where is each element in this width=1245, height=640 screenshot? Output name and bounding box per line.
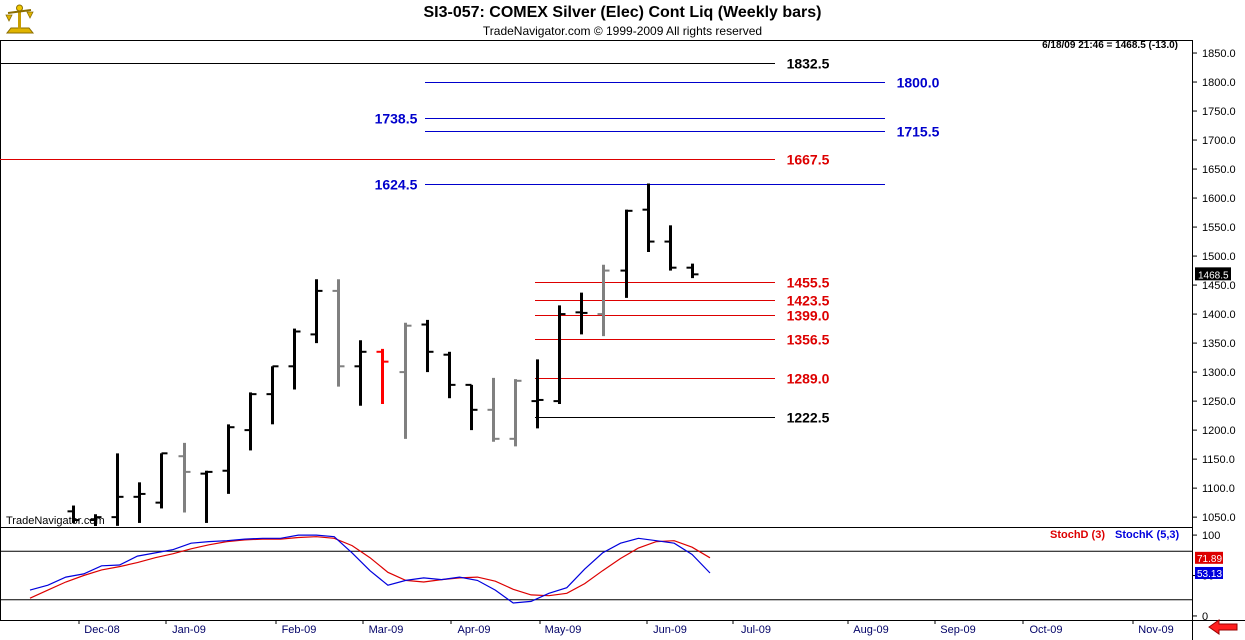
ohlc-bar	[376, 348, 389, 405]
ohlc-bar	[465, 383, 478, 431]
chart-frame: 6/18/09 21:46 = 1468.5 (-13.0) TradeNavig…	[0, 40, 1245, 640]
chart-title: SI3-057: COMEX Silver (Elec) Cont Liq (W…	[423, 4, 822, 21]
stoch-y-tick-label: 100	[1202, 530, 1220, 542]
ohlc-bar	[354, 340, 367, 406]
y-tick-label: 1550.0	[1202, 222, 1236, 234]
y-tick-label: 1650.0	[1202, 164, 1236, 176]
x-tick-label: Oct-09	[1029, 624, 1062, 636]
ohlc-bar	[642, 183, 655, 253]
price-levels: 1832.5 1800.0 1738.5 1715.5 1667.5 1624.5 1455…	[0, 56, 940, 426]
level-label: 1423.5	[787, 293, 830, 309]
ohlc-bar	[686, 263, 699, 279]
ohlc-bar	[200, 470, 213, 523]
level-label: 1667.5	[787, 152, 830, 168]
last-price-box	[1195, 267, 1231, 281]
scroll-left-arrow-icon[interactable]	[1207, 619, 1239, 635]
level-label: 1455.5	[787, 275, 830, 291]
ohlc-bar	[620, 209, 633, 298]
ohlc-bar	[133, 482, 146, 523]
x-tick-label: Jan-09	[172, 624, 206, 636]
y-tick-label: 1700.0	[1202, 135, 1236, 147]
stoch-value-label: 71.89	[1197, 554, 1222, 565]
ohlc-bar	[531, 359, 544, 429]
level-label: 1800.0	[897, 75, 940, 91]
copyright-text: TradeNavigator.com © 1999-2009 All right…	[482, 24, 763, 38]
ohlc-bar	[178, 442, 191, 513]
ohlc-bar	[597, 264, 610, 337]
level-label: 1399.0	[787, 308, 830, 324]
x-tick-label: Mar-09	[369, 624, 404, 636]
ohlc-bar	[421, 319, 434, 373]
y-tick-label: 1150.0	[1202, 454, 1235, 466]
stoch-value-box	[1195, 551, 1223, 564]
y-tick-label: 1350.0	[1202, 338, 1236, 350]
y-tick-label: 1100.0	[1202, 483, 1235, 495]
ohlc-bar	[509, 379, 522, 447]
plot-border	[0, 40, 1193, 621]
ohlc-bar	[67, 505, 80, 523]
ohlc-bar	[155, 452, 168, 509]
y-tick-label: 1500.0	[1202, 251, 1236, 263]
stoch-y-tick-label: 0	[1202, 611, 1208, 623]
ohlc-bar	[310, 279, 323, 344]
last-price-label: 1468.5	[1198, 270, 1229, 281]
status-readout: 6/18/09 21:46 = 1468.5 (-13.0)	[1042, 40, 1178, 51]
ohlc-bar	[244, 392, 257, 451]
ohlc-bar	[332, 279, 345, 387]
level-label: 1624.5	[375, 177, 418, 193]
y-tick-label: 1600.0	[1202, 193, 1236, 205]
x-tick-label: Feb-09	[282, 624, 317, 636]
y-tick-label: 1400.0	[1202, 309, 1236, 321]
y-tick-label: 1450.0	[1202, 280, 1236, 292]
stoch-value-box	[1195, 566, 1223, 579]
level-label: 1715.5	[897, 124, 940, 140]
stoch-legend-k: StochK (5,3)	[1115, 529, 1180, 541]
level-label: 1832.5	[787, 56, 830, 72]
ohlc-bar	[288, 328, 301, 390]
level-label: 1356.5	[787, 332, 830, 348]
ohlc-bar	[399, 322, 412, 439]
y-tick-label: 1800.0	[1202, 77, 1236, 89]
watermark-text: TradeNavigator.com	[6, 515, 105, 527]
ohlc-bar	[222, 424, 235, 494]
x-tick-label: Sep-09	[940, 624, 975, 636]
y-tick-label: 1300.0	[1202, 367, 1236, 379]
level-label: 1738.5	[375, 111, 418, 127]
price-axis: 1050.0 1100.0 1150.0 1200.0 1250.0 1300.0 1350…	[1192, 48, 1236, 524]
x-tick-label: Nov-09	[1138, 624, 1173, 636]
ohlc-bars	[67, 183, 699, 526]
level-label: 1222.5	[787, 410, 830, 426]
date-axis: Dec-08 Jan-09 Feb-09 Mar-09 Apr-09 May-09 Jun-…	[78, 620, 1174, 636]
stoch-series-line	[29, 534, 711, 604]
tradenavigator-logo-icon[interactable]	[3, 3, 37, 37]
stoch-legend-d: StochD (3)	[1050, 529, 1105, 541]
ohlc-bar	[575, 292, 588, 335]
level-label: 1289.0	[787, 371, 830, 387]
x-tick-label: Jun-09	[653, 624, 687, 636]
x-tick-label: Jul-09	[741, 624, 771, 636]
ohlc-bar	[266, 365, 279, 425]
ohlc-bar	[111, 453, 124, 526]
y-tick-label: 1850.0	[1202, 48, 1236, 60]
x-tick-label: Aug-09	[853, 624, 888, 636]
y-tick-label: 1250.0	[1202, 396, 1236, 408]
y-tick-label: 1050.0	[1202, 512, 1236, 524]
y-tick-label: 1750.0	[1202, 106, 1236, 118]
ohlc-bar	[443, 351, 456, 399]
ohlc-bar	[89, 514, 102, 526]
stoch-series-line	[29, 536, 711, 599]
x-tick-label: Dec-08	[84, 624, 119, 636]
y-tick-label: 1200.0	[1202, 425, 1236, 437]
ohlc-bar	[664, 225, 677, 271]
x-tick-label: Apr-09	[457, 624, 490, 636]
stoch-value-label: 53.13	[1197, 569, 1222, 580]
ohlc-bar	[553, 305, 566, 405]
ohlc-bar	[487, 377, 500, 442]
x-tick-label: May-09	[545, 624, 582, 636]
